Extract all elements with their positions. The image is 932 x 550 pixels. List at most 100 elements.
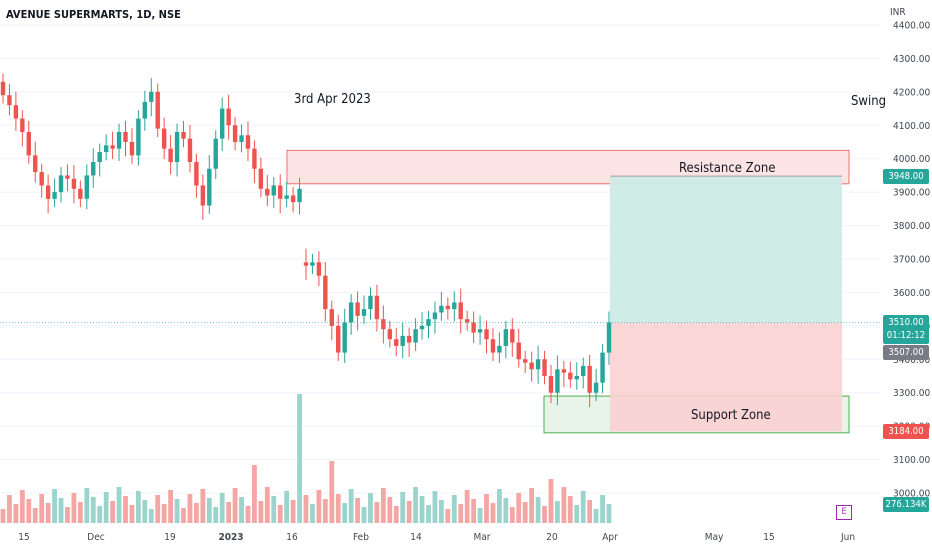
candle-body (548, 375, 554, 393)
candle-body (149, 91, 154, 102)
volume-bar (516, 493, 522, 523)
volume-bar (303, 495, 309, 523)
candle-body (239, 135, 244, 142)
volume-bar (264, 487, 270, 523)
volume-bar (148, 509, 154, 523)
volume-bar (142, 500, 148, 523)
volume-bar (529, 488, 535, 523)
volume-bar (406, 501, 412, 523)
volume-bar (342, 503, 348, 523)
candle-body (84, 175, 90, 199)
volume-bar (297, 394, 302, 523)
earnings-badge[interactable]: E (836, 505, 852, 520)
volume-bars (0, 394, 612, 523)
volume-bar (580, 491, 586, 523)
candle-body (426, 319, 431, 326)
stop-price-tag: 3184.00 (883, 424, 929, 439)
price-tick-label: 3700.00 (893, 254, 930, 265)
candle-body (387, 329, 393, 340)
volume-bar (129, 505, 135, 523)
candle-body (252, 148, 257, 169)
candle-body (258, 168, 264, 189)
stop-area (610, 322, 842, 432)
candle-body (439, 305, 444, 313)
volume-bar (329, 461, 335, 523)
volume-bar (90, 497, 96, 523)
candle-body (213, 138, 218, 169)
volume-bar (239, 497, 244, 523)
volume-bar (103, 492, 109, 523)
volume-bar (310, 504, 315, 523)
candle-body (587, 365, 592, 393)
volume-bar (174, 499, 180, 523)
candle-body (400, 335, 405, 346)
candle-body (568, 372, 573, 380)
candle-body (503, 329, 509, 346)
volume-bar (400, 492, 406, 523)
candle-body (168, 148, 173, 163)
price-tick-label: 3100.00 (893, 455, 930, 466)
candle-body (452, 302, 457, 310)
candle-body (207, 168, 212, 206)
price-tick-label: 3400.00 (893, 355, 930, 366)
candle-body (271, 185, 276, 196)
volume-bar (555, 501, 560, 523)
candle-body (323, 275, 328, 310)
symbol-title: AVENUE SUPERMARTS, 1D, NSE (6, 8, 181, 21)
candle-body (142, 101, 148, 119)
volume-bar (110, 501, 115, 523)
volume-bar (155, 495, 161, 523)
support-zone-label: Support Zone (691, 408, 771, 423)
resistance-zone-label: Resistance Zone (679, 161, 776, 176)
price-tick-label: 4400.00 (893, 20, 930, 31)
price-tick-label: 3800.00 (893, 221, 930, 232)
volume-bar (451, 495, 457, 523)
price-tick-label: 3300.00 (893, 388, 930, 399)
candle-body (161, 128, 167, 149)
candle-body (348, 302, 354, 323)
candle-body (303, 262, 309, 266)
volume-bar (45, 503, 51, 523)
candle-body (45, 185, 51, 199)
volume-bar (258, 501, 264, 523)
candle-body (200, 185, 206, 206)
current-price-value: 3510.00 (888, 317, 924, 328)
time-tick-label: Apr (602, 532, 618, 543)
price-tick-label: 4300.00 (893, 54, 930, 65)
volume-bar (322, 499, 328, 523)
volume-bar (271, 496, 277, 523)
candle-body (490, 339, 496, 353)
volume-bar (387, 497, 393, 523)
candle-body (445, 305, 451, 310)
currency-unit: INR (890, 7, 906, 18)
time-tick-label: Mar (474, 532, 491, 543)
candles (0, 73, 612, 408)
candle-body (593, 382, 599, 393)
candle-body (606, 322, 612, 353)
volume-bar (477, 508, 483, 523)
candle-body (413, 329, 418, 343)
candle-body (529, 362, 534, 370)
volume-bar (71, 493, 77, 523)
volume-bar (458, 504, 464, 523)
candle-body (464, 319, 470, 323)
volume-bar (116, 487, 122, 523)
candle-body (187, 138, 193, 163)
volume-bar (361, 507, 367, 523)
candle-body (13, 105, 19, 119)
price-tick-label: 3900.00 (893, 188, 930, 199)
candle-body (116, 131, 122, 149)
candle-body (78, 188, 83, 199)
volume-bar (374, 502, 380, 523)
candle-body (290, 195, 296, 203)
volume-bar (445, 509, 451, 523)
price-tick-label: 3600.00 (893, 288, 930, 299)
candle-body (516, 342, 521, 360)
volume-bar (490, 503, 496, 523)
candle-body (394, 339, 399, 346)
volume-bar (316, 490, 322, 523)
volume-bar (413, 487, 418, 523)
volume-bar (426, 505, 431, 523)
volume-bar (206, 498, 212, 523)
volume-bar (219, 493, 225, 523)
